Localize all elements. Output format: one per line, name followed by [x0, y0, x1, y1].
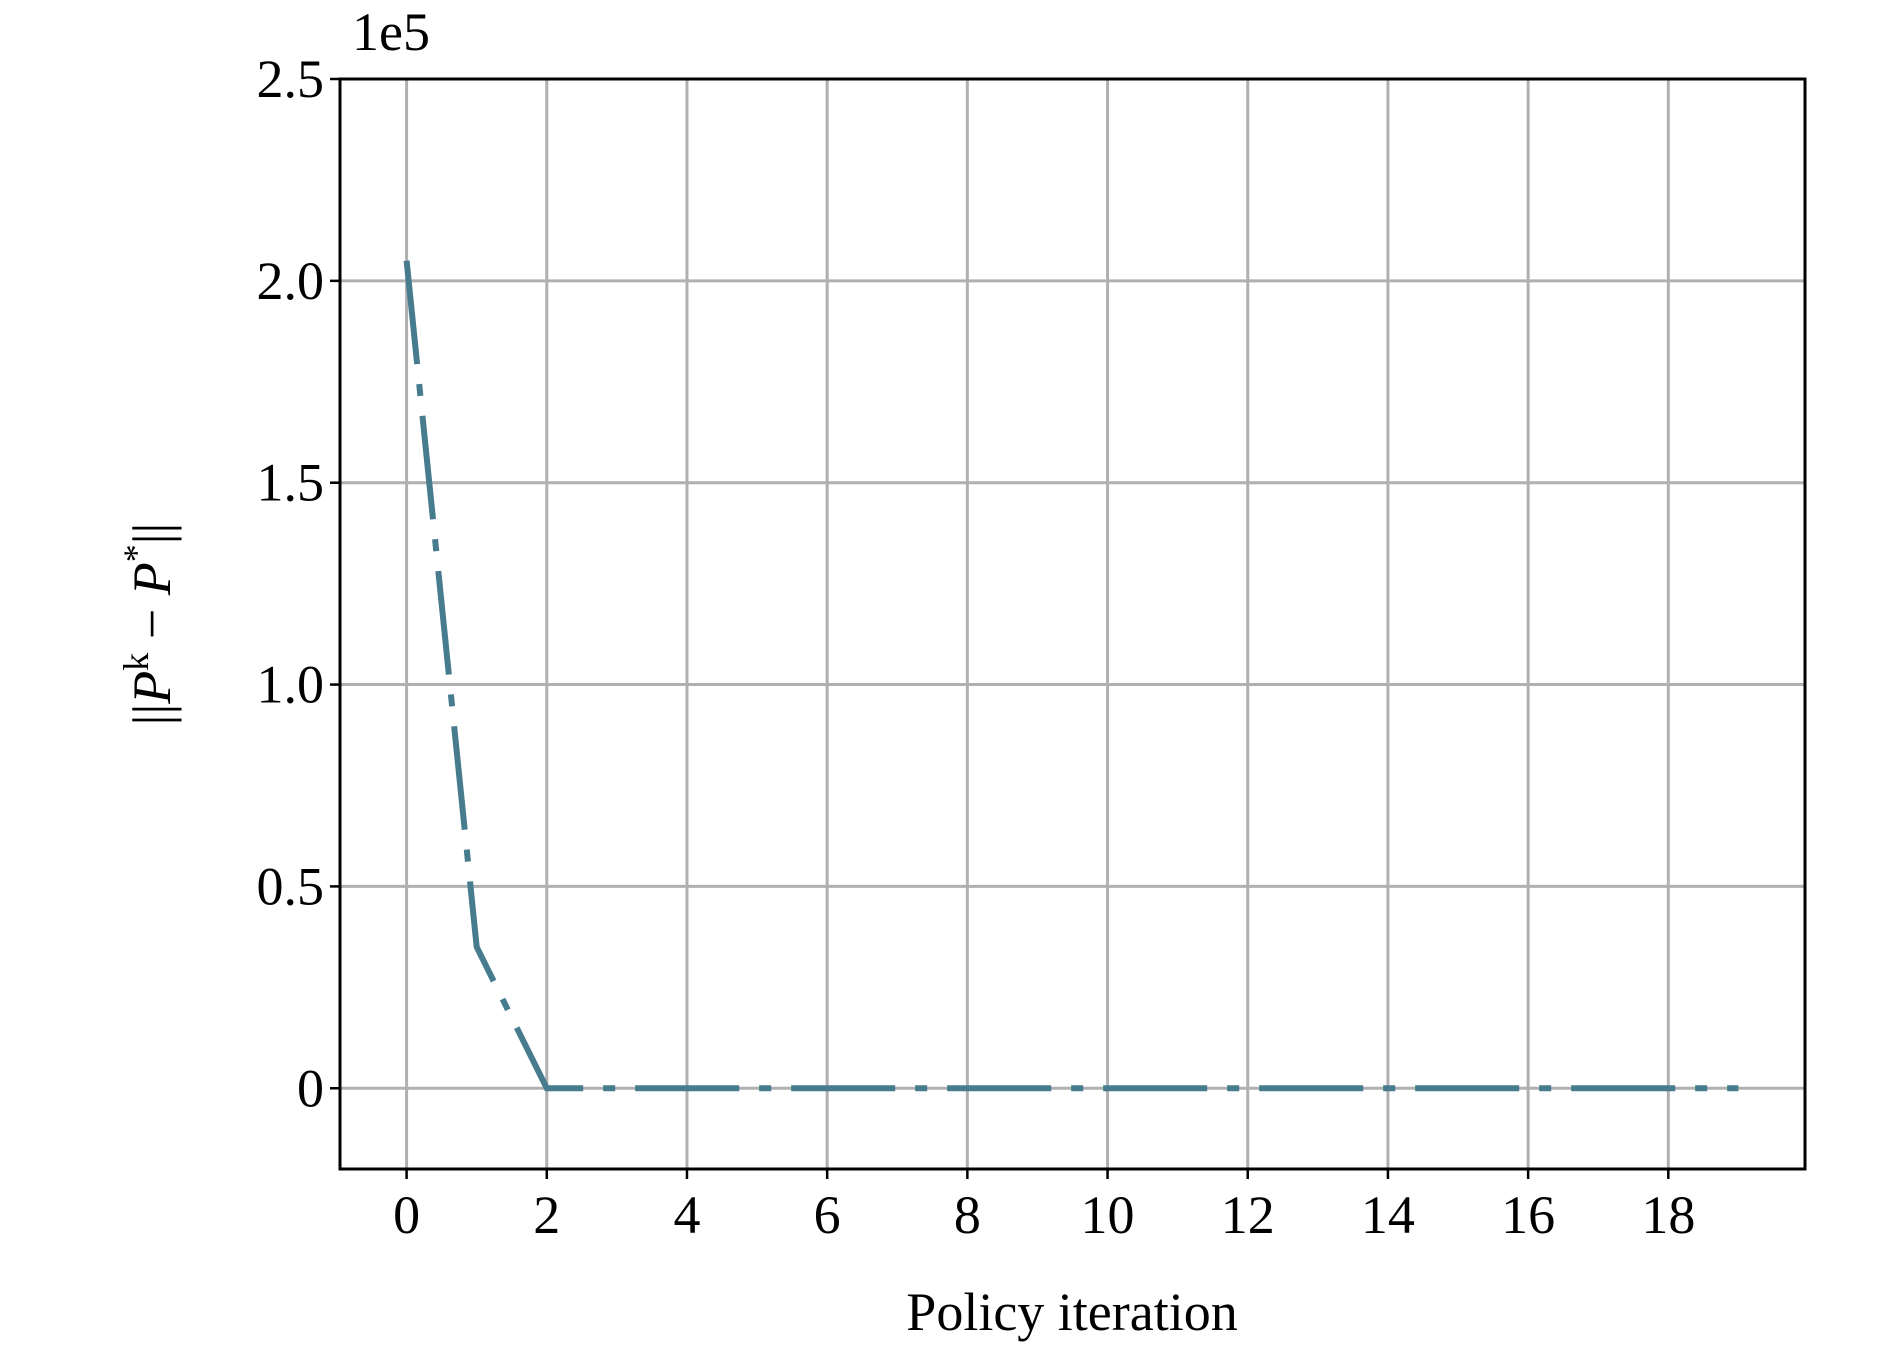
y-axis-label-part: * [116, 544, 156, 562]
offset-text: 1e5 [352, 2, 430, 62]
y-axis-label-part: P [122, 562, 182, 596]
y-tick-label: 2.5 [257, 49, 325, 109]
y-tick-label: 2.0 [257, 251, 325, 311]
y-axis-label-part: k [116, 653, 156, 671]
y-tick-label: 0 [297, 1058, 324, 1118]
y-axis-label-part: P [122, 671, 182, 705]
x-tick-label: 2 [533, 1185, 560, 1245]
plot-frame [338, 77, 1807, 1171]
x-tick-label: 14 [1361, 1185, 1415, 1245]
y-tick-label: 1.5 [257, 453, 325, 513]
x-tick-label: 12 [1221, 1185, 1275, 1245]
y-axis-label-part: − [122, 595, 182, 652]
x-axis-label: Policy iteration [906, 1282, 1237, 1342]
x-tick-label: 10 [1081, 1185, 1135, 1245]
y-tick-label: 0.5 [257, 856, 325, 916]
x-tick-label: 16 [1501, 1185, 1555, 1245]
x-tick-label: 0 [393, 1185, 420, 1245]
x-tick-label: 8 [954, 1185, 981, 1245]
y-tick-label: 1.0 [257, 655, 325, 715]
x-tick-label: 4 [673, 1185, 700, 1245]
y-axis-label-part: || [122, 704, 182, 726]
y-axis-label: ||Pk − P*|| [116, 523, 182, 726]
x-tick-label: 18 [1641, 1185, 1695, 1245]
data-line [403, 260, 1739, 1092]
x-tick-label: 6 [814, 1185, 841, 1245]
y-axis-label-part: || [122, 523, 182, 545]
